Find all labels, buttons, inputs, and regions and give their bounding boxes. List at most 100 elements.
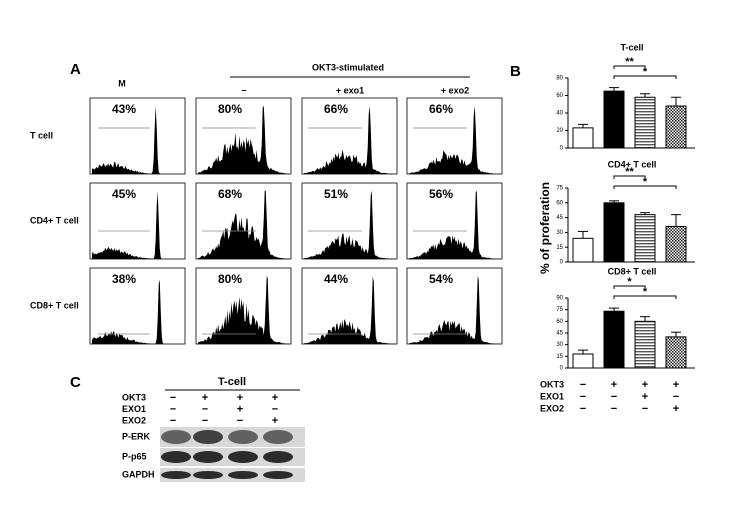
- significance-bracket: [613, 285, 646, 289]
- blot-band: [193, 451, 223, 463]
- y-axis-label: % of proferation: [538, 182, 552, 274]
- condition-label: EXO2: [122, 415, 146, 425]
- blot-band: [161, 430, 191, 444]
- histogram: [409, 105, 500, 174]
- condition-sign: +: [237, 403, 243, 415]
- bar: [572, 237, 594, 263]
- significance-bracket: [613, 65, 646, 69]
- histogram-box: [89, 97, 186, 175]
- y-tick-label: 45: [556, 215, 563, 221]
- panel-label: B: [510, 63, 521, 80]
- significance-label: *: [643, 66, 648, 78]
- condition-sign: −: [202, 403, 208, 415]
- condition-sign: −: [170, 392, 176, 404]
- percent-label: 54%: [429, 272, 453, 286]
- bar: [603, 202, 625, 263]
- bar: [572, 353, 594, 369]
- y-tick-label: 0: [560, 146, 564, 152]
- histogram: [409, 190, 500, 259]
- histogram: [304, 276, 395, 344]
- column-header: + exo2: [441, 85, 469, 95]
- blot-band: [263, 430, 293, 444]
- histogram: [409, 275, 500, 344]
- significance-bracket: [613, 75, 677, 79]
- condition-label: EXO1: [540, 391, 564, 401]
- blot-band: [263, 451, 293, 463]
- condition-sign: +: [642, 379, 648, 391]
- condition-sign: −: [580, 379, 586, 391]
- group-header: OKT3-stimulated: [312, 62, 384, 72]
- bar: [603, 310, 625, 369]
- condition-sign: +: [611, 379, 617, 391]
- histogram: [92, 279, 183, 344]
- panel-label: C: [70, 374, 81, 391]
- histogram: [304, 105, 395, 174]
- percent-label: 80%: [218, 272, 242, 286]
- condition-sign: −: [202, 415, 208, 427]
- percent-label: 66%: [324, 102, 348, 116]
- histogram-box: [89, 267, 186, 345]
- row-label: CD4+ T cell: [30, 215, 79, 225]
- blot-band: [228, 471, 258, 479]
- condition-sign: −: [642, 403, 648, 415]
- condition-sign: −: [673, 391, 679, 403]
- significance-bracket: [613, 175, 646, 179]
- bar: [572, 127, 594, 149]
- significance-label: **: [625, 56, 634, 68]
- condition-label: OKT3: [122, 392, 146, 402]
- histogram: [304, 190, 395, 259]
- condition-sign: +: [642, 391, 648, 403]
- condition-sign: −: [580, 403, 586, 415]
- y-tick-label: 40: [556, 111, 563, 117]
- y-tick-label: 0: [560, 260, 564, 266]
- significance-bracket: [613, 185, 677, 189]
- row-label: CD8+ T cell: [30, 300, 79, 310]
- chart-title: CD8+ T cell: [608, 266, 657, 276]
- condition-sign: +: [272, 392, 278, 404]
- blot-band: [193, 471, 223, 479]
- percent-label: 45%: [112, 187, 136, 201]
- y-tick-label: 90: [556, 296, 563, 302]
- band-label: P-ERK: [122, 431, 151, 441]
- condition-label: EXO2: [540, 403, 564, 413]
- condition-sign: +: [237, 392, 243, 404]
- condition-sign: −: [611, 403, 617, 415]
- histogram: [198, 190, 289, 259]
- percent-label: 43%: [112, 102, 136, 116]
- chart-title: T-cell: [620, 42, 643, 52]
- condition-sign: +: [202, 392, 208, 404]
- histogram-box: [89, 182, 186, 260]
- percent-label: 51%: [324, 187, 348, 201]
- condition-sign: −: [237, 415, 243, 427]
- y-tick-label: 75: [556, 307, 563, 313]
- condition-sign: −: [170, 415, 176, 427]
- condition-sign: +: [673, 379, 679, 391]
- y-tick-label: 75: [556, 186, 563, 192]
- y-tick-label: 20: [556, 128, 563, 134]
- y-tick-label: 60: [556, 319, 563, 325]
- histogram: [92, 105, 183, 174]
- panel-label: A: [70, 61, 81, 78]
- y-tick-label: 0: [560, 366, 564, 372]
- column-header: −: [241, 85, 246, 95]
- bar: [665, 336, 687, 369]
- blot-band: [263, 471, 293, 479]
- bar: [634, 214, 656, 263]
- bar: [634, 96, 656, 149]
- band-label: GAPDH: [122, 469, 155, 479]
- bar: [665, 105, 687, 149]
- condition-sign: +: [272, 415, 278, 427]
- y-tick-label: 80: [556, 76, 563, 82]
- blot-band: [161, 451, 191, 463]
- column-header: M: [118, 78, 126, 88]
- blot-band: [228, 430, 258, 444]
- histogram: [92, 191, 183, 259]
- band-label: P-p65: [122, 451, 147, 461]
- blot-band: [193, 430, 223, 444]
- significance-label: *: [643, 286, 648, 298]
- y-tick-label: 45: [556, 331, 563, 337]
- bar: [603, 90, 625, 149]
- condition-label: OKT3: [540, 379, 564, 389]
- bar: [634, 320, 656, 369]
